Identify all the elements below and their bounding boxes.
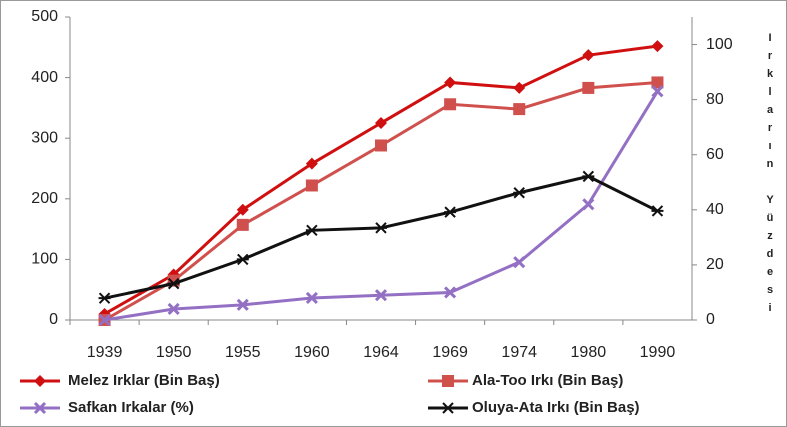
y2-tick-label: 20 [706,256,724,273]
marker [444,286,457,299]
x-tick-label: 1969 [432,344,468,361]
legend-label: Oluya-Ata Irkı (Bin Baş) [472,399,640,416]
x-tick-label: 1964 [363,344,399,361]
marker [651,40,664,53]
marker [98,313,111,327]
marker [236,203,249,216]
x-tick-label: 1974 [501,344,537,361]
marker [305,291,318,305]
y-tick-label: 200 [31,190,58,207]
y2-tick-label: 100 [706,36,733,53]
marker [167,302,180,316]
marker [375,117,387,130]
marker [305,157,318,170]
y-tick-label: 300 [31,129,58,146]
y-tick-label: 400 [31,69,58,86]
marker [98,292,111,304]
y2-tick-label: 80 [706,91,724,108]
y2-axis-label: Irkların Yüzdesi [764,32,776,320]
x-tick-label: 1950 [156,344,192,361]
marker [651,85,664,98]
marker [236,298,249,311]
x-tick-label: 1980 [571,344,607,361]
marker [442,375,454,387]
y-tick-label: 500 [31,8,58,25]
legend-label: Ala-Too Irkı (Bin Baş) [472,372,623,389]
x-tick-label: 1960 [294,344,330,361]
marker [651,205,664,217]
marker [651,76,664,89]
marker [236,253,249,266]
marker [513,81,526,94]
y2-tick-label: 60 [706,146,724,163]
marker [33,401,47,415]
legend-label: Safkan Irkalar (%) [68,399,194,416]
x-tick-label: 1939 [87,344,123,361]
x-tick-label: 1990 [640,344,676,361]
marker [582,81,595,94]
marker [444,206,457,218]
marker [34,375,46,387]
marker [444,98,457,111]
legend-label: Melez Irklar (Bin Baş) [68,372,220,389]
marker [236,218,249,231]
marker [513,256,526,269]
y2-tick-label: 40 [706,201,724,218]
marker [305,224,318,237]
y2-tick-label: 0 [706,311,715,328]
marker [582,170,595,183]
x-tick-label: 1955 [225,344,261,361]
marker [513,103,526,116]
y-tick-label: 100 [31,251,58,268]
marker [444,76,457,89]
marker [442,402,454,414]
marker [374,289,388,302]
marker [375,222,387,234]
marker [305,179,318,192]
y-tick-label: 0 [49,311,58,328]
marker [582,198,595,211]
marker [582,49,595,62]
marker [167,277,180,290]
marker [375,139,387,152]
marker [513,187,526,199]
